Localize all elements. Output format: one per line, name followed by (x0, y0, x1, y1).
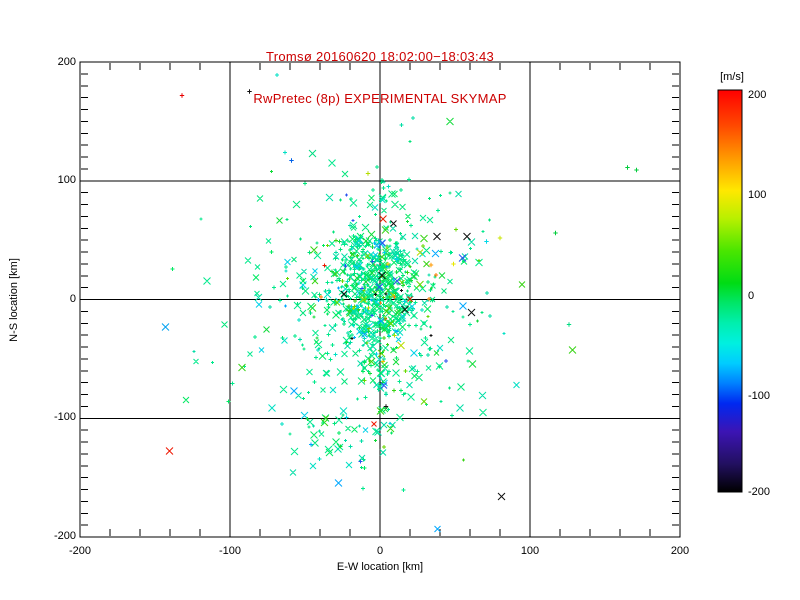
scatter-marker-group-plus (344, 241, 407, 425)
scatter-marker-group-plus (286, 227, 481, 449)
scatter-marker-group-plus (284, 265, 399, 447)
scatter-marker-group-plus (484, 239, 489, 244)
scatter-marker-group-plus (553, 165, 639, 236)
scatter-points (161, 73, 639, 533)
x-tick-label: 100 (520, 545, 540, 557)
tick-marks (81, 63, 679, 536)
scatter-marker-group-x (193, 159, 487, 456)
y-tick-label: 100 (57, 174, 76, 186)
y-tick-label: -200 (53, 530, 76, 542)
colorbar-tick-label: -200 (748, 486, 771, 498)
scatter-marker-group-plus (451, 261, 456, 267)
plot-title-line2: RwPretec (8p) EXPERIMENTAL SKYMAP (253, 91, 507, 106)
scatter-marker-group-plus (566, 322, 572, 327)
scatter-marker-group-x (182, 190, 468, 457)
colorbar-tick-label: -100 (748, 390, 771, 402)
plot-title: Tromsø 20160620 18:02:00−18:03:43 RwPret… (80, 22, 680, 134)
scatter-marker-group-x (165, 296, 413, 455)
colorbar-title: [m/s] (720, 71, 744, 83)
plot-title-line1: Tromsø 20160620 18:02:00−18:03:43 (265, 49, 495, 64)
scatter-marker-group-plus (334, 238, 465, 462)
x-axis-title: E-W location [km] (336, 561, 424, 573)
plot-border (79, 61, 681, 538)
scatter-marker-group-x (238, 226, 577, 433)
scatter-marker-group-x (268, 196, 520, 470)
scatter-marker-group-plus (289, 158, 294, 163)
scatter-marker-group-plus (497, 235, 503, 241)
scatter-marker-group-plus (179, 93, 185, 98)
scatter-marker-group-plus (428, 262, 434, 268)
scatter-marker-group-x (333, 253, 428, 405)
colorbar-tick-label: 0 (748, 290, 755, 302)
y-tick-label: 0 (69, 293, 76, 305)
y-tick-label: 200 (57, 56, 76, 68)
scatter-marker-group-plus (381, 262, 390, 364)
y-tick-label: -100 (53, 411, 76, 423)
y-axis-title: N-S location [km] (8, 258, 20, 342)
scatter-marker-group-x (161, 323, 170, 331)
scatter-marker-group-plus (270, 170, 479, 449)
scatter-marker-group-plus (249, 140, 491, 469)
scatter-marker-group-x (458, 254, 467, 262)
scatter-marker-group-x (375, 239, 401, 389)
scatter-marker-group-plus (352, 306, 397, 338)
scatter-marker-group-x (308, 149, 317, 158)
scatter-marker-group-plus (365, 171, 371, 176)
x-tick-label: -200 (68, 545, 92, 557)
colorbar-gradient (717, 89, 743, 493)
scatter-marker-group-x (379, 215, 387, 223)
scatter-marker-group-plus (247, 89, 433, 409)
scatter-marker-group-plus (199, 165, 485, 492)
scatter-marker-group-plus (275, 73, 506, 461)
x-tick-label: 0 (376, 545, 384, 557)
scatter-marker-group-x (340, 220, 506, 501)
x-tick-label: -100 (218, 545, 242, 557)
colorbar-tick-label: 200 (748, 89, 767, 101)
scatter-marker-group-plus (319, 273, 438, 305)
scatter-marker-group-plus (343, 193, 448, 464)
scatter-marker-group-x (290, 242, 467, 533)
colorbar-tick-label: 100 (748, 189, 767, 201)
x-tick-label: 200 (670, 545, 690, 557)
